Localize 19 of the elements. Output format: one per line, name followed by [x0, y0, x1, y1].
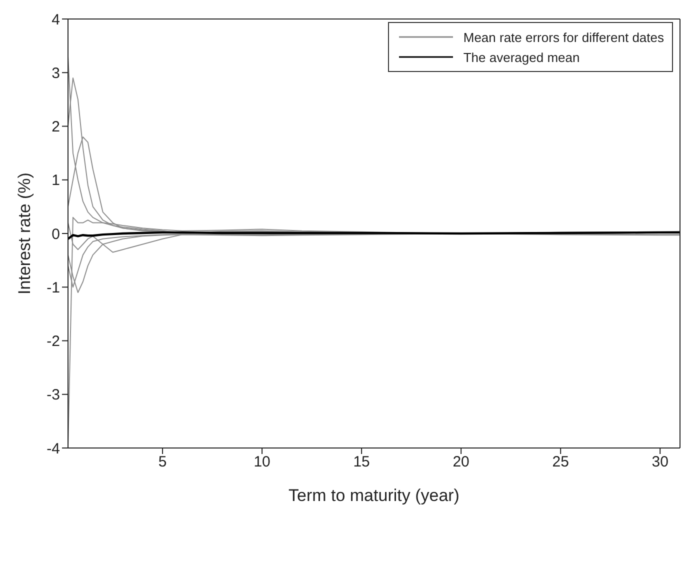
y-tick-label: -2	[46, 333, 60, 350]
legend-label: Mean rate errors for different dates	[463, 30, 664, 44]
x-tick-label: 25	[552, 454, 569, 471]
y-tick-label: -1	[46, 279, 60, 296]
x-axis-title: Term to maturity (year)	[288, 486, 460, 505]
x-tick-label: 10	[254, 454, 270, 471]
y-tick-label: -4	[46, 440, 60, 458]
x-tick-label: 5	[158, 454, 167, 471]
x-tick-label: 30	[652, 454, 668, 471]
y-tick-label: 4	[52, 11, 60, 28]
x-tick-label: 20	[452, 454, 470, 471]
y-tick-label: 0	[52, 226, 60, 243]
y-axis-title: Interest rate (%)	[15, 172, 34, 294]
y-tick-label: 3	[52, 64, 60, 82]
y-tick-label: 2	[52, 118, 60, 136]
x-tick-label: 15	[353, 454, 370, 471]
y-tick-label: -3	[46, 386, 60, 404]
legend-label: The averaged mean	[463, 50, 580, 64]
y-tick-label: 1	[52, 172, 60, 190]
